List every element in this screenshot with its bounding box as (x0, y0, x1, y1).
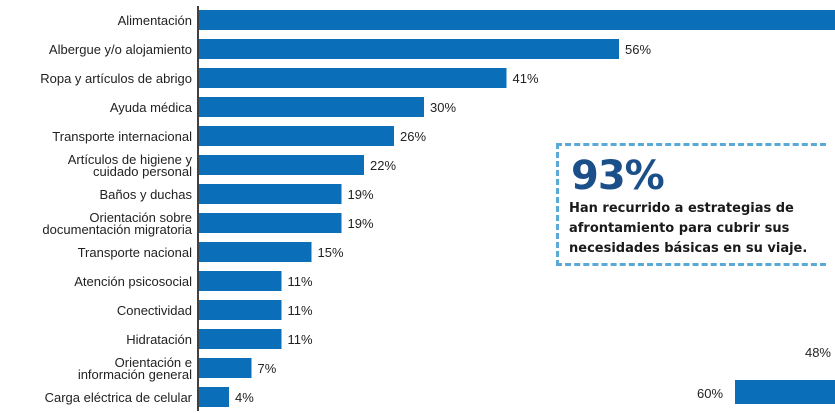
callout-number: 93% (571, 153, 665, 199)
value-label: 4% (235, 390, 254, 405)
value-label: 56% (625, 42, 651, 57)
value-label: 30% (430, 100, 456, 115)
bar (199, 271, 282, 291)
value-label: 15% (318, 245, 344, 260)
category-label: Hidratación (126, 332, 192, 347)
callout-text: Han recurrido a estrategias de afrontami… (569, 201, 808, 256)
category-label: Conectividad (117, 303, 192, 318)
bar (199, 97, 424, 117)
category-label: Transporte nacional (78, 245, 193, 260)
category-label: Ropa y artículos de abrigo (40, 71, 192, 86)
category-label: Ayuda médica (110, 100, 193, 115)
value-label: 19% (348, 187, 374, 202)
bar (199, 184, 342, 204)
category-label: Orientación e información general (78, 355, 192, 382)
category-label: Albergue y/o alojamiento (49, 42, 192, 57)
bar (199, 155, 364, 175)
value-label: 19% (348, 216, 374, 231)
partial-value-label-60: 60% (697, 386, 724, 401)
bar (199, 300, 282, 320)
category-label: Atención psicosocial (74, 274, 192, 289)
callout-box: 93% Han recurrido a estrategias de afron… (556, 143, 826, 266)
value-label: 7% (258, 361, 277, 376)
bar (199, 68, 507, 88)
category-label: Baños y duchas (99, 187, 192, 202)
value-label: 26% (400, 129, 426, 144)
value-label: 11% (288, 274, 313, 289)
value-label: 22% (370, 158, 396, 173)
bar (199, 213, 342, 233)
bar (199, 126, 394, 146)
bar (199, 39, 619, 59)
category-label: Orientación sobre documentación migratori… (42, 210, 192, 237)
category-label: Alimentación (118, 13, 192, 28)
value-label: 11% (288, 332, 313, 347)
category-label: Artículos de higiene y cuidado personal (68, 152, 193, 179)
bar (199, 242, 312, 262)
bar (199, 387, 229, 407)
partial-value-label-48: 48% (804, 345, 831, 360)
bar (199, 358, 252, 378)
category-label: Transporte internacional (52, 129, 192, 144)
value-label: 11% (288, 303, 313, 318)
value-label: 41% (513, 71, 539, 86)
category-label: Carga eléctrica de celular (45, 390, 193, 405)
bar (199, 10, 835, 30)
bar (199, 329, 282, 349)
partial-bar (735, 380, 835, 404)
